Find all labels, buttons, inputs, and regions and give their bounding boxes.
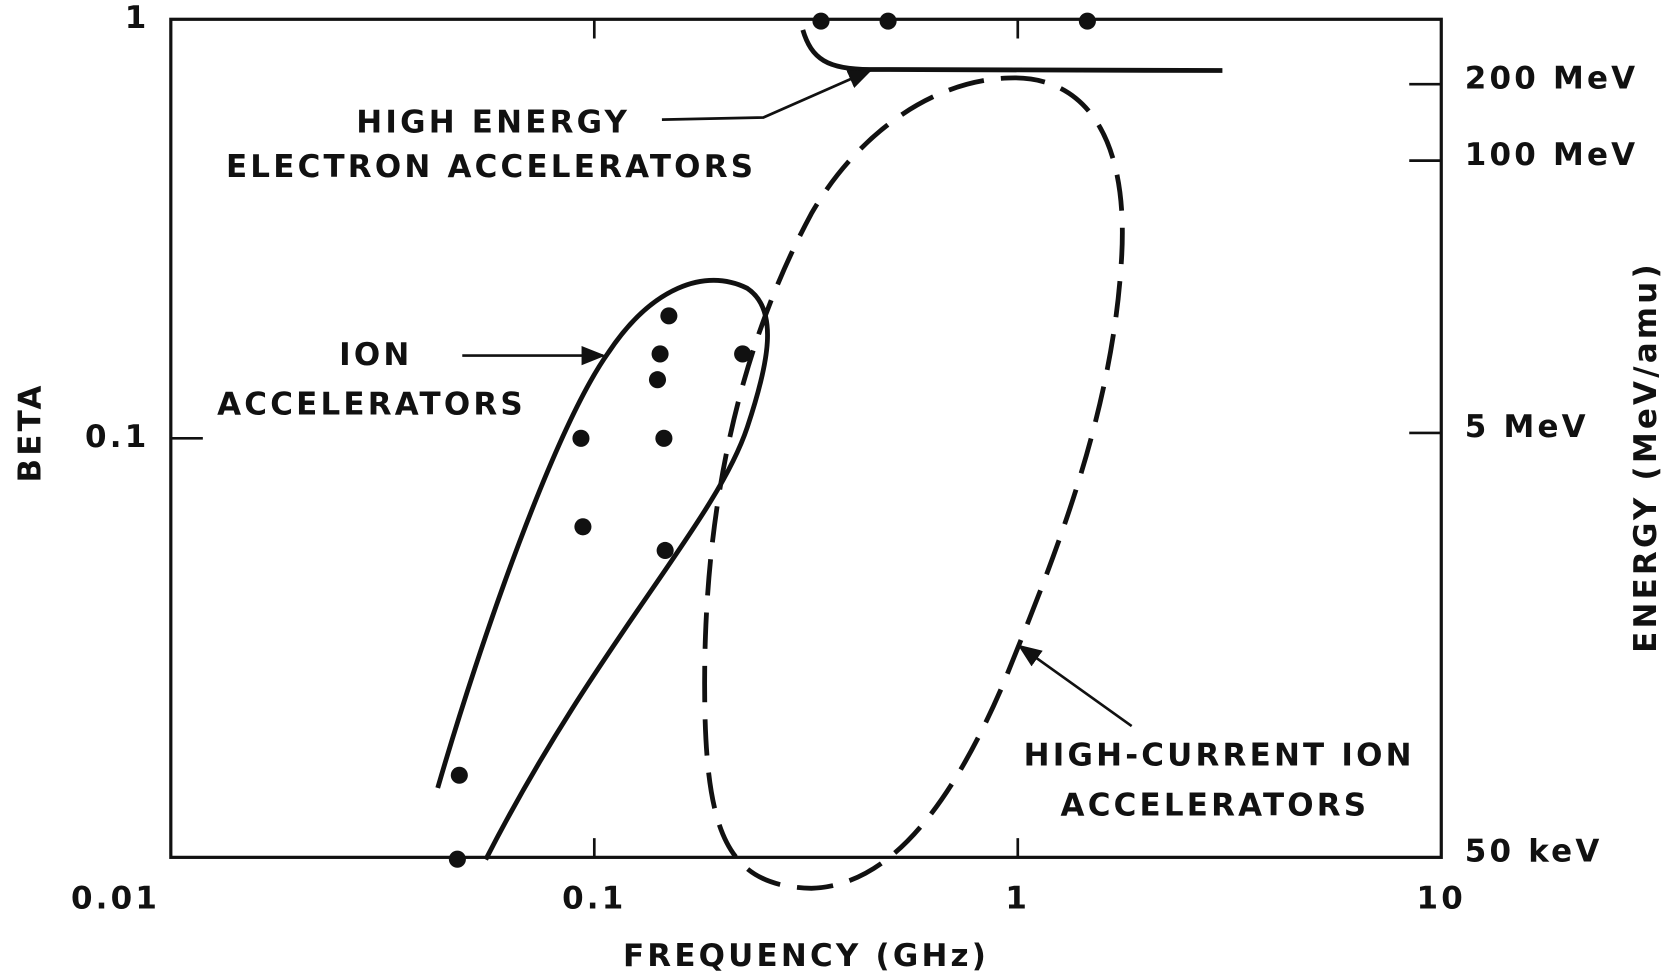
y-axis-label: BETA — [13, 382, 49, 482]
point — [656, 541, 674, 559]
x-tick-label: 10 — [1417, 881, 1466, 917]
annotation: ELECTRON ACCELERATORS — [226, 149, 756, 185]
y2-axis-label: ENERGY (MeV/amu) — [1628, 261, 1664, 653]
x-tick-label: 0.1 — [562, 881, 626, 917]
electron-region — [800, 29, 1223, 73]
y2-tick-label: 200 MeV — [1465, 60, 1639, 96]
y2-tick-label: 50 keV — [1465, 834, 1603, 870]
point — [734, 345, 752, 363]
point — [1078, 12, 1096, 30]
y-tick-label: 0.01 — [71, 881, 160, 917]
point — [879, 12, 897, 30]
y-tick-label: 0.1 — [85, 419, 149, 455]
y2-tick-label: 100 MeV — [1465, 137, 1639, 173]
plot-frame — [169, 17, 1443, 859]
point — [450, 766, 468, 784]
x-axis-label: FREQUENCY (GHz) — [623, 938, 989, 974]
point — [574, 518, 592, 536]
annotation: ACCELERATORS — [1061, 788, 1370, 824]
arrow — [661, 69, 873, 121]
point — [655, 429, 673, 447]
point — [812, 12, 830, 30]
point — [651, 345, 669, 363]
ion-region — [435, 278, 770, 861]
annotation: HIGH-CURRENT ION — [1024, 738, 1415, 774]
annotation: ACCELERATORS — [217, 386, 526, 422]
point — [648, 371, 667, 389]
arrow — [1017, 644, 1133, 728]
y2-tick-label: 5 MeV — [1465, 409, 1589, 445]
high-current-region — [702, 75, 1125, 891]
x-tick-label: 1 — [1005, 881, 1030, 917]
annotation: ION — [339, 337, 412, 373]
point — [572, 429, 590, 447]
point — [660, 307, 678, 325]
annotation: HIGH ENERGY — [356, 104, 630, 140]
y-tick-label: 1 — [125, 0, 150, 36]
point — [448, 850, 466, 868]
